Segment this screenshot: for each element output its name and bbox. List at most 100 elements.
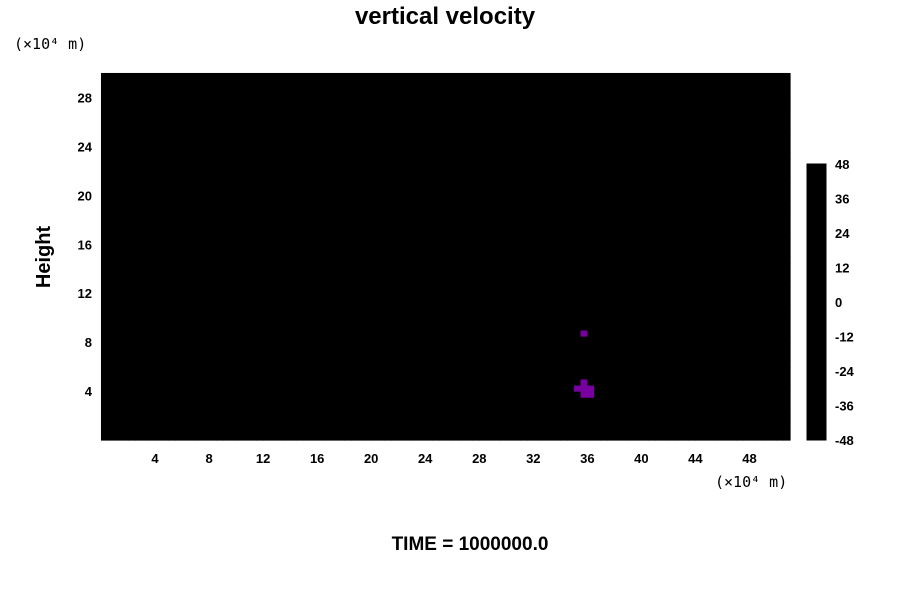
heatmap-cell <box>465 219 474 227</box>
heatmap-cell <box>621 280 629 288</box>
heatmap-cell <box>499 213 507 221</box>
heatmap-cell <box>580 336 588 343</box>
heatmap-cell <box>459 433 467 441</box>
heatmap-cell <box>614 427 622 435</box>
heatmap-cell <box>364 433 372 441</box>
heatmap-cell <box>317 299 325 307</box>
heatmap-cell <box>560 409 568 417</box>
heatmap-cell <box>323 232 332 239</box>
heatmap-cell <box>290 427 298 435</box>
heatmap-cell <box>310 305 318 313</box>
heatmap-cell <box>526 384 534 392</box>
heatmap-cell <box>735 299 744 307</box>
heatmap-cell <box>567 403 575 411</box>
heatmap-cell <box>263 348 271 355</box>
heatmap-cell <box>148 409 156 417</box>
heatmap-cell <box>236 360 244 368</box>
heatmap-cell <box>540 299 548 307</box>
heatmap-cell <box>567 250 575 258</box>
heatmap-cell <box>540 409 548 417</box>
heatmap-cell <box>222 409 230 417</box>
heatmap-cell <box>681 342 690 349</box>
heatmap-cell <box>445 342 453 349</box>
heatmap-cell <box>627 207 636 215</box>
heatmap-cell <box>269 421 278 429</box>
heatmap-cell <box>695 262 703 270</box>
heatmap-cell <box>317 384 325 392</box>
heatmap-cell <box>769 360 778 368</box>
heatmap-cell <box>236 421 244 429</box>
heatmap-cell <box>317 317 325 325</box>
heatmap-cell <box>479 421 487 429</box>
heatmap-cell <box>735 421 744 429</box>
heatmap-cell <box>560 250 568 258</box>
heatmap-cell <box>594 415 602 423</box>
heatmap-cell <box>323 274 332 282</box>
heatmap-cell <box>479 280 487 288</box>
heatmap-cell <box>607 183 615 190</box>
heatmap-cell <box>553 342 561 349</box>
heatmap-cell <box>783 250 791 258</box>
heatmap-cell <box>445 384 453 392</box>
heatmap-cell <box>229 164 237 172</box>
heatmap-cell <box>202 262 210 270</box>
heatmap-cell <box>357 232 366 239</box>
heatmap-cell <box>722 256 730 264</box>
heatmap-cell <box>337 238 345 245</box>
heatmap-cell <box>735 201 744 209</box>
heatmap-cell <box>229 183 237 190</box>
heatmap-cell <box>472 140 480 147</box>
heatmap-cell <box>229 397 237 404</box>
heatmap-cell <box>506 427 514 435</box>
heatmap-cell <box>182 433 190 441</box>
heatmap-cell <box>344 311 352 319</box>
heatmap-cell <box>506 287 514 294</box>
heatmap-cell <box>553 238 561 245</box>
heatmap-cell <box>459 152 467 160</box>
heatmap-cell <box>269 262 278 270</box>
heatmap-cell <box>756 207 764 215</box>
heatmap-cell <box>323 140 332 147</box>
heatmap-cell <box>364 384 372 392</box>
heatmap-cell <box>242 403 251 411</box>
heatmap-cell <box>769 403 778 411</box>
heatmap-cell <box>418 372 426 380</box>
heatmap-cell <box>573 250 582 258</box>
heatmap-cell <box>742 250 751 258</box>
heatmap-cell <box>404 360 413 368</box>
heatmap-cell <box>546 213 555 221</box>
heatmap-cell <box>269 164 278 172</box>
heatmap-cell <box>290 354 298 362</box>
heatmap-cell <box>128 311 136 319</box>
heatmap-cell <box>310 403 318 411</box>
heatmap-cell <box>708 158 717 166</box>
heatmap-cell <box>350 256 359 264</box>
heatmap-cell <box>661 311 670 319</box>
heatmap-cell <box>357 280 366 288</box>
heatmap-cell <box>296 384 305 392</box>
heatmap-cell <box>242 360 251 368</box>
heatmap-cell <box>627 433 636 441</box>
heatmap-cell <box>708 207 717 215</box>
heatmap-cell <box>600 317 609 325</box>
heatmap-cell <box>411 384 420 392</box>
heatmap-cell <box>519 201 528 209</box>
heatmap-cell <box>384 421 393 429</box>
heatmap-cell <box>209 189 217 196</box>
heatmap-cell <box>377 207 386 215</box>
heatmap-cell <box>276 152 284 160</box>
heatmap-cell <box>492 274 501 282</box>
heatmap-cell <box>546 238 555 245</box>
heatmap-cell <box>762 195 771 203</box>
heatmap-cell <box>445 183 453 190</box>
heatmap-cell <box>236 164 244 172</box>
heatmap-cell <box>175 232 183 239</box>
heatmap-cell <box>486 384 494 392</box>
heatmap-cell <box>404 201 413 209</box>
heatmap-cell <box>756 219 764 227</box>
heatmap-cell <box>742 256 751 264</box>
heatmap-cell <box>168 372 176 380</box>
heatmap-cell <box>337 342 345 349</box>
heatmap-cell <box>756 238 764 245</box>
heatmap-cell <box>573 140 582 147</box>
